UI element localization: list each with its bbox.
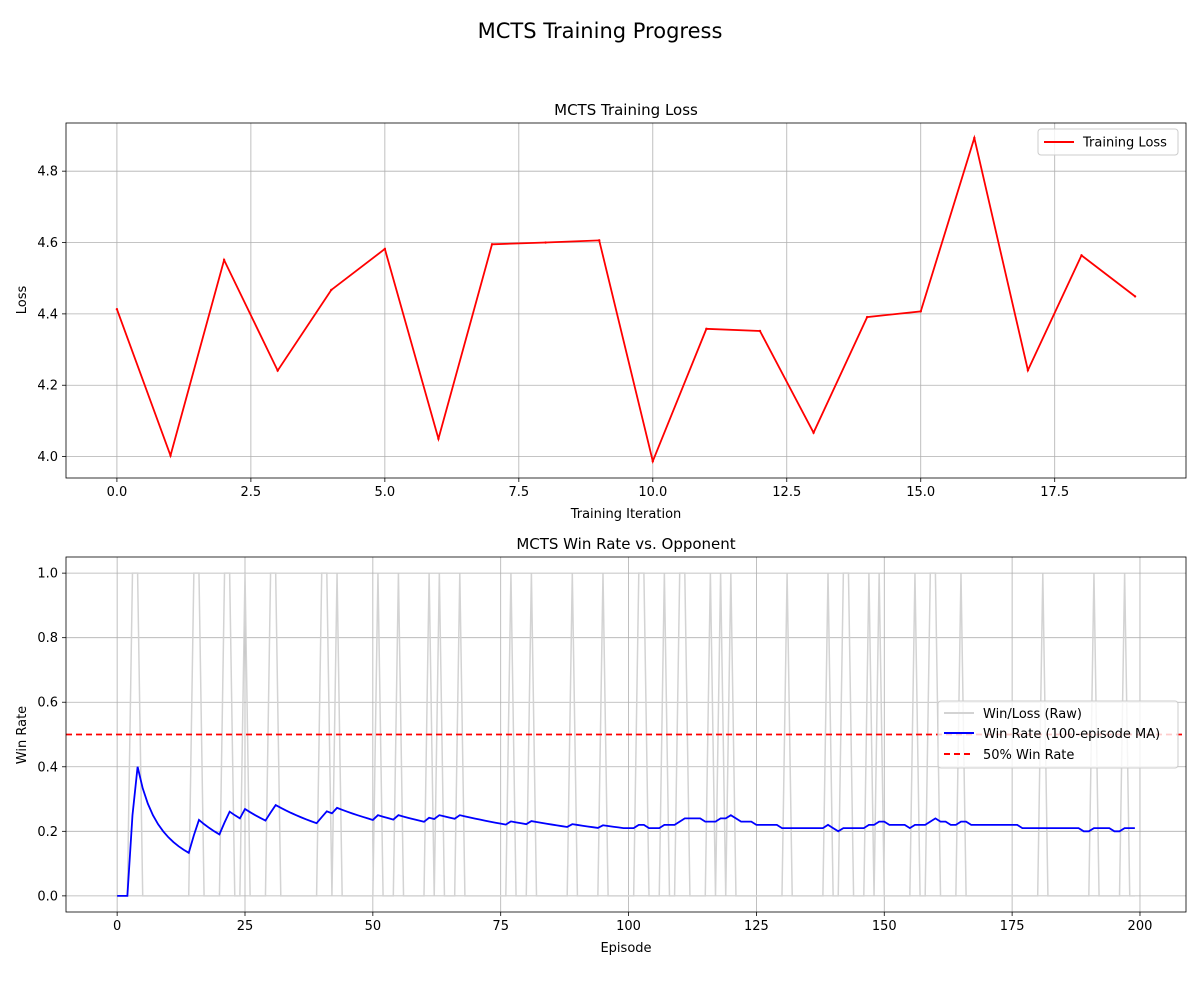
loss-point bbox=[812, 431, 815, 434]
loss-x-tick-label: 0.0 bbox=[107, 485, 128, 500]
winrate-x-tick-label: 200 bbox=[1128, 919, 1153, 934]
loss-point bbox=[115, 308, 119, 311]
loss-y-tick-label: 4.0 bbox=[37, 450, 58, 465]
winrate-legend-label-threshold: 50% Win Rate bbox=[983, 748, 1074, 763]
loss-point bbox=[1080, 254, 1083, 257]
winrate-y-axis-label: Win Rate bbox=[15, 706, 30, 764]
loss-plot-frame bbox=[65, 122, 1187, 479]
loss-point bbox=[1133, 295, 1137, 298]
winrate-legend-label-ma: Win Rate (100-episode MA) bbox=[983, 727, 1160, 742]
winrate-y-tick-label: 0.8 bbox=[37, 631, 58, 646]
winrate-plot-frame bbox=[65, 556, 1187, 913]
loss-point bbox=[1026, 369, 1030, 372]
winrate-y-tick-label: 0.2 bbox=[37, 825, 58, 840]
loss-legend-box bbox=[1037, 128, 1179, 156]
winrate-x-tick-label: 75 bbox=[492, 919, 509, 934]
winrate-y-tick-label: 0.0 bbox=[37, 889, 58, 904]
loss-point bbox=[598, 239, 601, 242]
winrate-x-tick-label: 100 bbox=[616, 919, 641, 934]
winrate-legend: Win/Loss (Raw) Win Rate (100-episode MA)… bbox=[937, 700, 1179, 769]
loss-x-tick-label: 7.5 bbox=[508, 485, 529, 500]
loss-point bbox=[276, 369, 279, 372]
loss-point bbox=[544, 241, 547, 244]
loss-x-tick-label: 17.5 bbox=[1040, 485, 1069, 500]
loss-point bbox=[973, 136, 976, 140]
winrate-legend-box bbox=[937, 700, 1179, 769]
loss-x-axis-label: Training Iteration bbox=[570, 507, 682, 522]
winrate-y-tick-label: 0.6 bbox=[37, 696, 58, 711]
loss-y-tick-label: 4.6 bbox=[37, 236, 58, 251]
loss-x-tick-label: 2.5 bbox=[241, 485, 262, 500]
loss-x-tick-label: 10.0 bbox=[638, 485, 667, 500]
loss-point bbox=[169, 454, 172, 457]
winrate-legend-label-raw: Win/Loss (Raw) bbox=[983, 707, 1082, 722]
loss-x-tick-label: 15.0 bbox=[906, 485, 935, 500]
winrate-x-axis-label: Episode bbox=[600, 941, 651, 956]
loss-x-tick-label: 12.5 bbox=[772, 485, 801, 500]
winrate-y-tick-label: 0.4 bbox=[37, 760, 58, 775]
loss-legend: Training Loss bbox=[1037, 128, 1179, 156]
loss-chart: MCTS Training Loss Training Iteration Lo… bbox=[15, 101, 1187, 522]
winrate-x-tick-label: 150 bbox=[872, 919, 897, 934]
loss-y-tick-label: 4.2 bbox=[37, 379, 58, 394]
figure-title: MCTS Training Progress bbox=[478, 19, 723, 43]
winrate-raw-line bbox=[117, 572, 1135, 897]
loss-legend-label: Training Loss bbox=[1082, 136, 1167, 151]
winrate-x-tick-label: 125 bbox=[744, 919, 769, 934]
loss-y-tick-label: 4.4 bbox=[37, 307, 58, 322]
winrate-chart: MCTS Win Rate vs. Opponent Episode Win R… bbox=[15, 535, 1187, 956]
loss-point bbox=[330, 288, 333, 292]
loss-point bbox=[758, 329, 762, 333]
loss-point bbox=[383, 247, 387, 251]
loss-point bbox=[437, 437, 440, 440]
loss-y-tick-label: 4.8 bbox=[37, 165, 58, 180]
winrate-x-tick-label: 50 bbox=[365, 919, 382, 934]
loss-point bbox=[865, 315, 869, 319]
loss-chart-title: MCTS Training Loss bbox=[554, 101, 698, 119]
winrate-chart-title: MCTS Win Rate vs. Opponent bbox=[516, 535, 735, 553]
winrate-y-tick-label: 1.0 bbox=[37, 567, 58, 582]
loss-point bbox=[919, 310, 922, 313]
loss-point bbox=[705, 327, 708, 331]
winrate-x-tick-label: 175 bbox=[1000, 919, 1025, 934]
loss-point bbox=[651, 460, 654, 463]
loss-series-line bbox=[116, 134, 1136, 465]
winrate-x-tick-label: 25 bbox=[237, 919, 254, 934]
loss-point bbox=[490, 243, 494, 246]
winrate-x-tick-label: 0 bbox=[113, 919, 121, 934]
winrate-ma-line bbox=[117, 766, 1135, 897]
loss-point bbox=[222, 258, 226, 262]
loss-x-tick-label: 5.0 bbox=[375, 485, 396, 500]
loss-y-axis-label: Loss bbox=[15, 286, 30, 315]
